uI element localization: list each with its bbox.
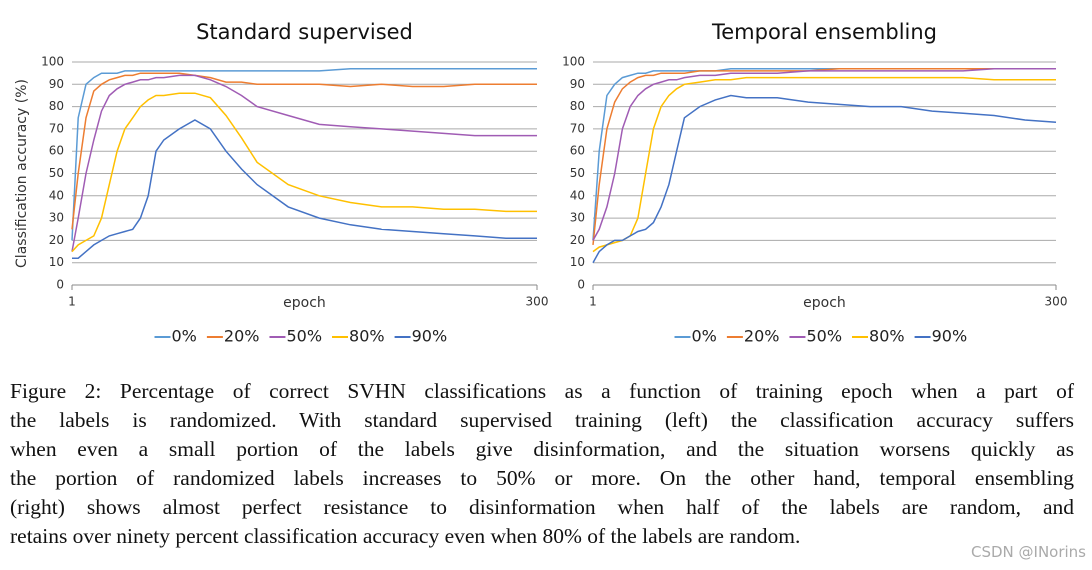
- y-tick-label: 40: [49, 188, 64, 202]
- y-tick-label: 30: [49, 211, 64, 225]
- caption-line: retains over ninety percent classificati…: [10, 524, 801, 548]
- y-tick-label: 20: [49, 233, 64, 247]
- legend-label: 90%: [412, 327, 448, 346]
- series-line: [71, 72, 537, 230]
- caption-line: when even a small portion of the labels …: [10, 437, 1074, 461]
- series-line: [592, 67, 1056, 241]
- series-line: [71, 67, 537, 241]
- y-tick-label: 40: [570, 188, 585, 202]
- x-tick-label: 1: [589, 295, 597, 309]
- legend-label: 0%: [692, 327, 717, 346]
- x-axis-label: epoch: [803, 295, 846, 311]
- x-tick-label: 300: [526, 295, 549, 309]
- legend-label: 90%: [932, 327, 968, 346]
- chart-title: Standard supervised: [196, 20, 413, 44]
- y-tick-label: 0: [577, 278, 585, 292]
- series-line: [71, 74, 537, 252]
- y-axis-label: Classification accuracy (%): [14, 79, 30, 268]
- y-tick-label: 100: [41, 55, 64, 69]
- series-line: [71, 92, 537, 253]
- legend-label: 20%: [744, 327, 780, 346]
- series-line: [72, 119, 537, 259]
- y-tick-label: 90: [570, 77, 585, 91]
- x-tick-label: 300: [1045, 295, 1068, 309]
- y-tick-label: 30: [570, 211, 585, 225]
- y-tick-label: 80: [49, 99, 64, 113]
- legend-label: 20%: [224, 327, 260, 346]
- caption-line: Figure 2: Percentage of correct SVHN cla…: [10, 379, 1074, 403]
- y-tick-label: 50: [49, 166, 64, 180]
- series-line: [592, 94, 1057, 264]
- legend-label: 50%: [286, 327, 322, 346]
- y-tick-label: 20: [570, 233, 585, 247]
- y-tick-label: 10: [49, 255, 64, 269]
- y-tick-label: 0: [56, 278, 64, 292]
- watermark: CSDN @INorins: [970, 543, 1086, 561]
- legend-label: 80%: [349, 327, 385, 346]
- y-tick-label: 50: [570, 166, 585, 180]
- y-tick-label: 90: [49, 77, 64, 91]
- y-tick-label: 60: [49, 144, 64, 158]
- x-tick-label: 1: [68, 295, 76, 309]
- legend-label: 80%: [869, 327, 905, 346]
- legend-label: 0%: [172, 327, 197, 346]
- y-tick-label: 60: [570, 144, 585, 158]
- chart-title: Temporal ensembling: [711, 20, 937, 44]
- y-tick-label: 100: [562, 55, 585, 69]
- y-tick-label: 70: [49, 121, 64, 135]
- series-line: [592, 67, 1056, 241]
- caption-line: the labels is randomized. With standard …: [10, 408, 1074, 432]
- legend-label: 50%: [806, 327, 842, 346]
- caption-line: the portion of randomized labels increas…: [10, 466, 1074, 490]
- y-tick-label: 70: [570, 121, 585, 135]
- y-tick-label: 80: [570, 99, 585, 113]
- series-line: [592, 67, 1056, 245]
- caption-line: (right) shows almost perfect resistance …: [10, 495, 1074, 519]
- figure: Standard supervised010203040506070809010…: [14, 20, 1068, 346]
- x-axis-label: epoch: [283, 295, 326, 311]
- y-tick-label: 10: [570, 255, 585, 269]
